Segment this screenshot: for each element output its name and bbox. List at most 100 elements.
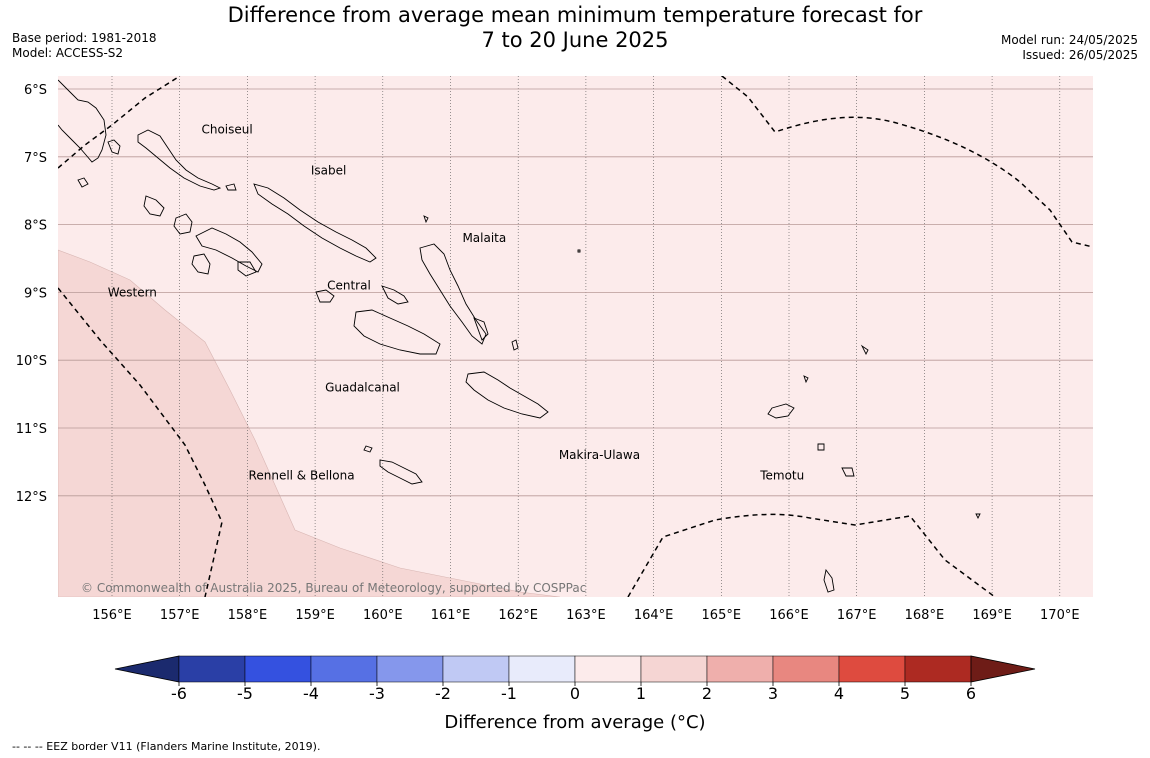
title-line-2: 7 to 20 June 2025: [481, 28, 669, 52]
eez-border-nauru-tuvalu: [721, 76, 1093, 248]
colorbar-segment: [244, 655, 312, 683]
longitude-labels: 156°E 157°E 158°E 159°E 160°E 161°E 162°E 163°E…: [92, 608, 1079, 623]
island-makira: [465, 371, 549, 419]
island-fataka: [975, 513, 981, 520]
colorbar-tick-label: -4: [303, 684, 319, 703]
region-label: Guadalcanal: [325, 380, 400, 394]
lat-label-8: 8°S: [24, 219, 47, 234]
island-choiseul-east: [225, 183, 237, 191]
island-shortland: [77, 177, 89, 188]
colorbar-tick-label: 0: [570, 684, 580, 703]
meta-right: Model run: 24/05/2025 Issued: 26/05/2025: [1001, 33, 1138, 63]
copyright-text: © Commonwealth of Australia 2025, Bureau…: [81, 581, 586, 595]
map-figure: Choiseul Isabel Malaita Western Central Guada…: [16, 76, 1093, 733]
island-vanikoro: [841, 467, 855, 477]
eez-border-png-west: [58, 287, 223, 597]
island-rendova: [191, 253, 211, 275]
colorbar-tick-label: 1: [636, 684, 646, 703]
island-ulawa: [511, 339, 519, 351]
island-santa-cruz: [767, 403, 795, 419]
lon-label-156: 156°E: [92, 608, 132, 623]
base-period: Base period: 1981-2018: [12, 31, 157, 45]
island-bougainville-small: [107, 139, 121, 155]
lat-label-6: 6°S: [24, 83, 47, 98]
eez-borders: [58, 76, 1093, 597]
colorbar-tick-label: -6: [171, 684, 187, 703]
colorbar-segment: [376, 655, 444, 683]
lon-label-161: 161°E: [431, 608, 471, 623]
colorbar-segment: [574, 655, 642, 683]
region-label: Western: [108, 285, 157, 299]
colorbar-segment: [772, 655, 840, 683]
latitude-labels: 6°S 7°S 8°S 9°S 10°S 11°S 12°S: [16, 83, 47, 505]
island-small-malaita: [473, 317, 489, 341]
colorbar-segment: [442, 655, 510, 683]
colorbar-extend-high: [970, 655, 1036, 683]
colorbar-segment: [904, 655, 972, 683]
model-name: Model: ACCESS-S2: [12, 46, 124, 60]
chart-title: Difference from average mean minimum tem…: [200, 3, 950, 53]
lon-label-158: 158°E: [228, 608, 268, 623]
region-label: Rennell & Bellona: [249, 468, 355, 482]
colorbar-segment: [310, 655, 378, 683]
lon-label-164: 164°E: [634, 608, 674, 623]
island-vangunu: [237, 261, 257, 277]
eez-footnote: -- -- -- EEZ border V11 (Flanders Marine…: [12, 740, 321, 753]
colorbar-tick-label: -3: [369, 684, 385, 703]
colorbar-segment: [178, 655, 246, 683]
issued-date: Issued: 26/05/2025: [1022, 48, 1138, 62]
lat-label-12: 12°S: [16, 490, 47, 505]
lon-label-166: 166°E: [769, 608, 809, 623]
colorbar-segment: [706, 655, 774, 683]
latitude-gridlines: [58, 88, 1093, 497]
region-label: Isabel: [311, 163, 346, 177]
colorbar-segment: [508, 655, 576, 683]
island-coastlines: [58, 79, 981, 593]
lat-label-9: 9°S: [24, 286, 47, 301]
island-choiseul: [137, 129, 222, 191]
colorbar-extend-low: [114, 655, 180, 683]
colorbar-tick-label: 4: [834, 684, 844, 703]
colorbar-segment: [640, 655, 708, 683]
island-new-georgia: [195, 227, 263, 273]
island-ontong: [423, 215, 429, 224]
colorbar-tick-label: -1: [501, 684, 517, 703]
lon-label-163: 163°E: [566, 608, 606, 623]
island-guadalcanal: [353, 309, 441, 355]
island-tikopia: [817, 443, 825, 451]
lat-label-7: 7°S: [24, 151, 47, 166]
lat-label-10: 10°S: [16, 354, 47, 369]
colorbar: -6 -5 -4 -3 -2 -1 0 1 2 3 4 5 6: [114, 655, 1036, 703]
lon-label-170: 170°E: [1040, 608, 1080, 623]
meta-left: Base period: 1981-2018 Model: ACCESS-S2: [12, 31, 157, 61]
region-label: Temotu: [759, 468, 804, 482]
colorbar-segment: [838, 655, 906, 683]
colorbar-tick-label: 3: [768, 684, 778, 703]
model-run: Model run: 24/05/2025: [1000, 33, 1138, 47]
anomaly-field-1-2: [58, 249, 561, 597]
colorbar-tick-label: 2: [702, 684, 712, 703]
island-sikaiana: [577, 249, 581, 253]
island-bougainville: [58, 79, 107, 163]
island-isabel: [253, 183, 377, 263]
title-line-1: Difference from average mean minimum tem…: [227, 3, 923, 27]
lon-label-165: 165°E: [702, 608, 742, 623]
region-label: Makira-Ulawa: [559, 448, 640, 462]
island-russell: [381, 285, 409, 305]
region-label: Malaita: [462, 231, 506, 245]
region-label: Choiseul: [201, 123, 252, 137]
lon-label-160: 160°E: [363, 608, 403, 623]
island-malaita: [419, 243, 487, 345]
colorbar-tick-label: 5: [900, 684, 910, 703]
province-labels: Choiseul Isabel Malaita Western Central Guada…: [108, 123, 805, 483]
island-anuta: [823, 568, 835, 593]
island-rennell: [379, 459, 423, 485]
island-reef-islands: [860, 344, 869, 356]
lon-label-159: 159°E: [295, 608, 335, 623]
colorbar-tick-label: -5: [237, 684, 253, 703]
lon-label-169: 169°E: [972, 608, 1012, 623]
region-label: Central: [327, 279, 371, 293]
lon-label-167: 167°E: [837, 608, 877, 623]
colorbar-label: Difference from average (°C): [444, 712, 705, 733]
island-kolombangara: [173, 213, 193, 235]
